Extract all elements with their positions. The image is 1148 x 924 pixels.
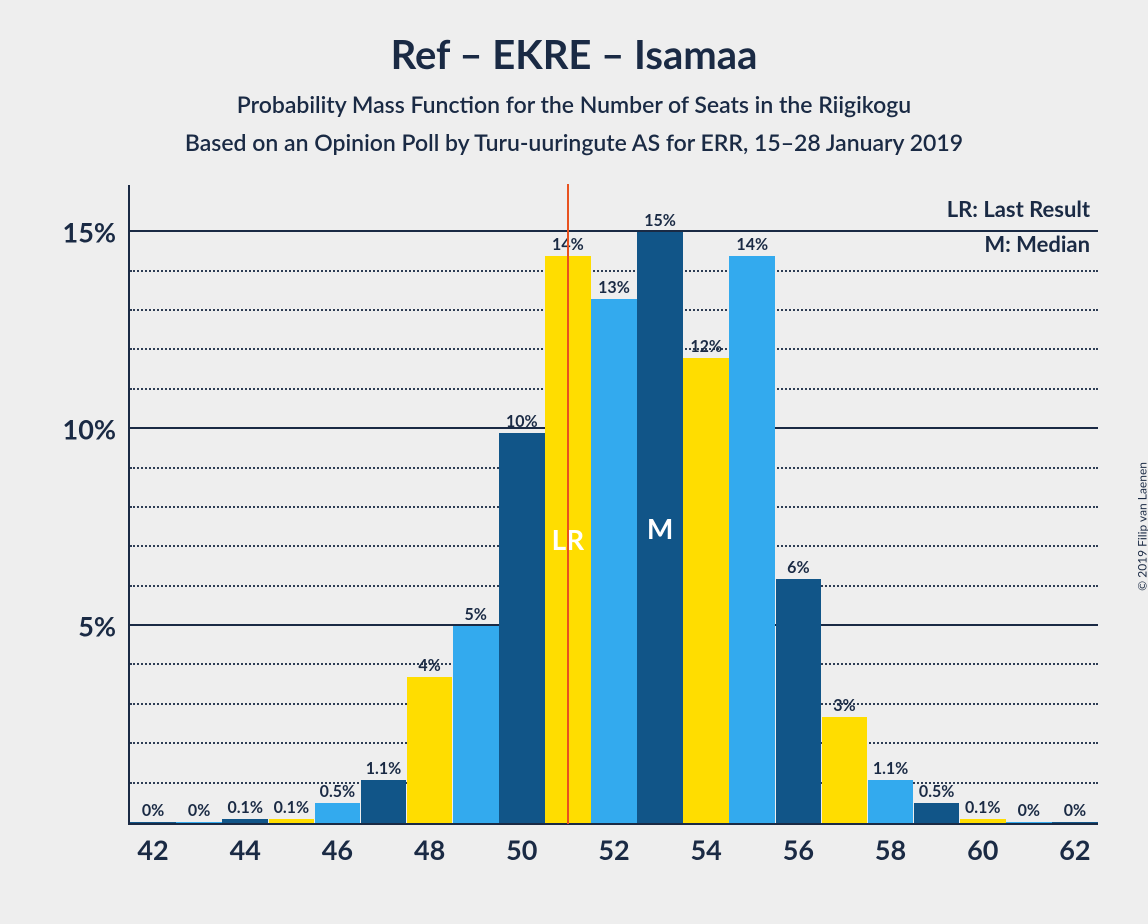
x-axis-label: 60 [967, 823, 998, 866]
bar-value-label: 4% [418, 656, 440, 677]
legend: LR: Last Result M: Median [947, 191, 1090, 261]
bar-value-label: 1.1% [366, 759, 401, 780]
bar: 10% [499, 433, 545, 823]
bar: 1.1% [868, 780, 914, 823]
bar-value-label: 13% [598, 278, 630, 299]
chart-subtitle-2: Based on an Opinion Poll by Turu-uuringu… [40, 128, 1108, 156]
bar: 0.1% [960, 819, 1006, 823]
bar-value-label: 3% [833, 696, 855, 717]
bar-value-label: 15% [644, 211, 676, 232]
bar: 12% [683, 358, 729, 823]
bar: 0% [130, 822, 176, 823]
bar: 5% [453, 626, 499, 823]
bar: 6% [776, 579, 822, 823]
bar: 14% [729, 256, 775, 823]
x-axis-label: 48 [414, 823, 445, 866]
x-axis-label: 56 [783, 823, 814, 866]
grid-major [130, 230, 1098, 232]
bar: 0.5% [315, 803, 361, 823]
x-axis-label: 42 [137, 823, 168, 866]
bar: 15%M [637, 232, 683, 823]
bar: 0.5% [914, 803, 960, 823]
x-axis-label: 62 [1059, 823, 1090, 866]
copyright: © 2019 Filip van Laenen [1135, 462, 1148, 591]
grid-minor [130, 270, 1098, 272]
bar-value-label: 0% [142, 801, 164, 822]
bar-value-label: 0.5% [919, 782, 954, 803]
bar: 0.1% [269, 819, 315, 823]
bar-value-label: 5% [465, 605, 487, 626]
bar-value-label: 0% [1018, 801, 1040, 822]
chart-container: Ref – EKRE – Isamaa Probability Mass Fun… [0, 0, 1148, 924]
bar-value-label: 6% [787, 558, 809, 579]
chart-title: Ref – EKRE – Isamaa [40, 30, 1108, 78]
bar-value-label: 0.5% [320, 782, 355, 803]
bar: 0% [176, 822, 222, 823]
bar-value-label: 12% [690, 337, 722, 358]
bar: 1.1% [361, 780, 407, 823]
plot-area: LR: Last Result M: Median 5%10%15%424446… [128, 185, 1098, 825]
bar-value-label: 10% [506, 412, 538, 433]
y-axis-label: 10% [63, 413, 130, 446]
bar-value-label: 1.1% [873, 759, 908, 780]
bar-value-label: 0.1% [274, 798, 309, 819]
x-axis-label: 54 [691, 823, 722, 866]
x-axis-label: 52 [598, 823, 629, 866]
bar: 3% [822, 717, 868, 823]
bar-value-label: 0.1% [965, 798, 1000, 819]
bar-value-label: 0% [1064, 801, 1086, 822]
bar-annotation: M [647, 511, 673, 545]
bar: 0% [1006, 822, 1052, 823]
bar: 13% [591, 299, 637, 823]
y-axis-label: 15% [63, 216, 130, 249]
x-axis-label: 58 [875, 823, 906, 866]
x-axis-label: 50 [506, 823, 537, 866]
bar: 4% [407, 677, 453, 823]
legend-lr: LR: Last Result [947, 191, 1090, 226]
chart-subtitle-1: Probability Mass Function for the Number… [40, 90, 1108, 118]
x-axis-label: 44 [230, 823, 261, 866]
bar: 0.1% [222, 819, 268, 823]
bar-value-label: 0.1% [227, 798, 262, 819]
x-axis-label: 46 [322, 823, 353, 866]
bar-value-label: 14% [736, 235, 768, 256]
bar-value-label: 0% [188, 801, 210, 822]
y-axis-label: 5% [78, 610, 130, 643]
last-result-line [567, 184, 570, 824]
bar: 0% [1052, 822, 1098, 823]
